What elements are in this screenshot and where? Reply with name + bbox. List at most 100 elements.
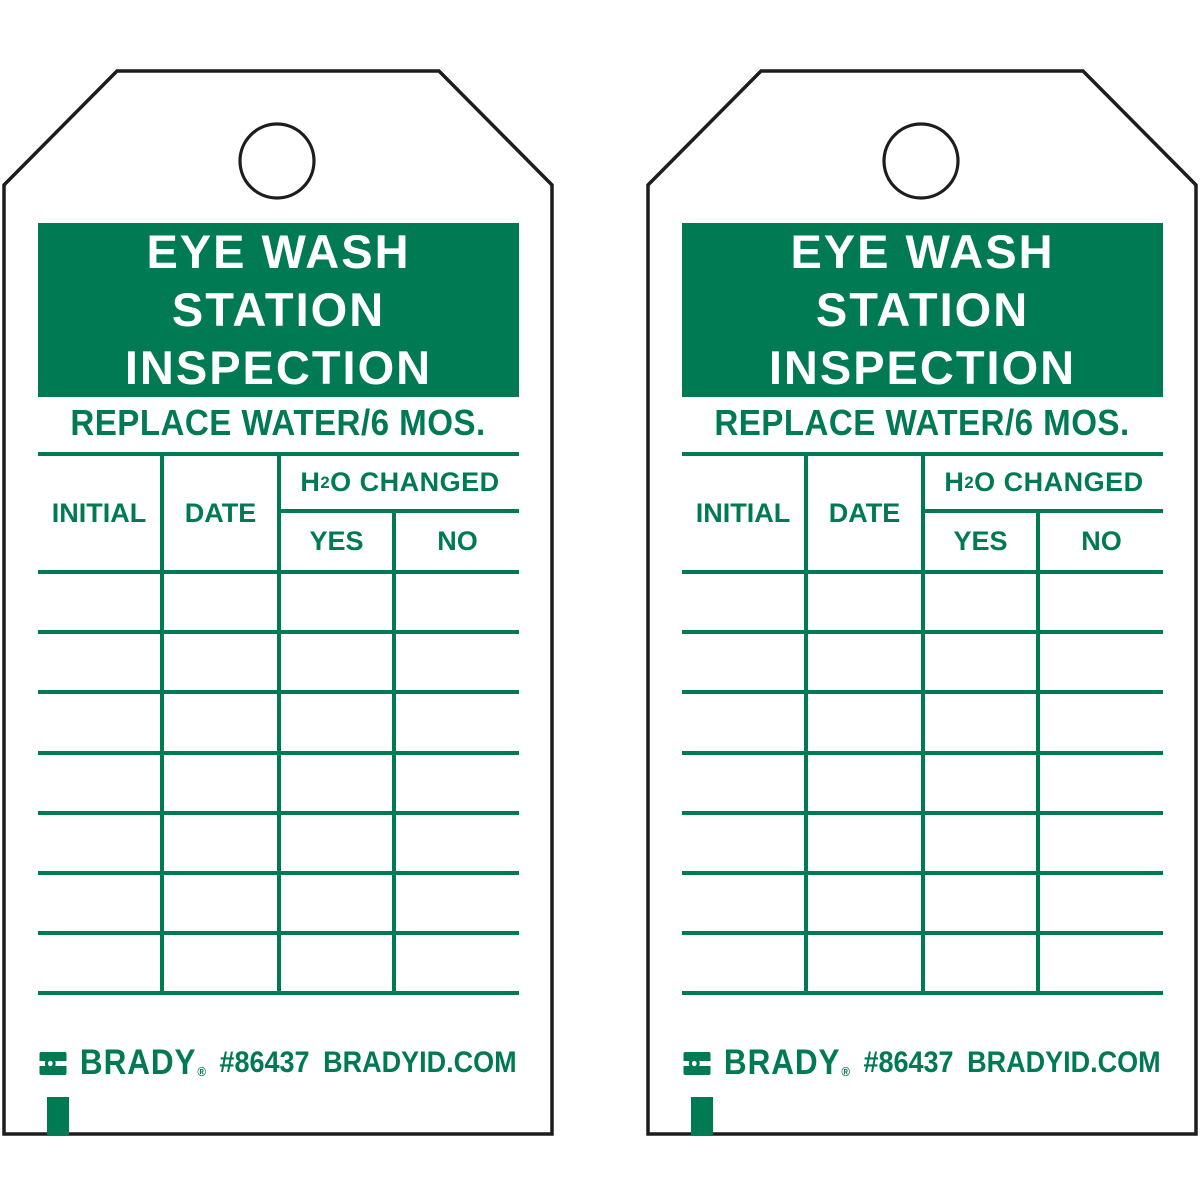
h2o-suffix: O CHANGED (974, 467, 1144, 497)
table-cell-yes (281, 694, 396, 751)
replace-water-note: REPLACE WATER/6 MOS. (714, 402, 1130, 443)
table-row (682, 935, 1163, 996)
table-row (38, 754, 519, 815)
table-cell-no (396, 574, 519, 630)
column-header-yes: YES (281, 513, 396, 570)
registered-trademark-symbol: ® (841, 1064, 850, 1079)
table-cell-initial (682, 574, 808, 631)
table-row (682, 634, 1163, 695)
part-number: #86437 (863, 1046, 954, 1079)
table-cell-date (164, 935, 281, 992)
table-row (38, 814, 519, 875)
table-cell-yes (925, 694, 1040, 751)
table-cell-date (164, 694, 281, 751)
table-cell-initial (682, 814, 808, 871)
table-row (38, 694, 519, 755)
brand-name: BRADY (79, 1043, 197, 1082)
print-registration-mark (691, 1097, 713, 1135)
table-cell-initial (38, 935, 164, 992)
title-line: EYE WASH (146, 225, 411, 278)
table-cell-initial (38, 694, 164, 751)
column-header-initial: INITIAL (682, 456, 808, 570)
table-row (682, 874, 1163, 936)
table-cell-date (808, 814, 925, 871)
table-cell-date (164, 874, 281, 932)
table-body (38, 574, 519, 996)
table-row (682, 694, 1163, 755)
brand-wordmark: BRADY ® (79, 1043, 206, 1082)
print-registration-mark (47, 1097, 69, 1135)
registered-trademark-symbol: ® (197, 1064, 206, 1079)
inspection-tag-right: EYE WASH STATION INSPECTION REPLACE WATE… (646, 69, 1198, 1136)
tag-title: EYE WASH STATION INSPECTION (38, 223, 519, 397)
h2o-subscript: 2 (964, 472, 975, 492)
table-cell-yes (281, 634, 396, 691)
table-cell-date (164, 574, 281, 631)
table-cell-yes (281, 754, 396, 811)
h2o-h: H (300, 467, 321, 497)
website: BRADYID.COM (323, 1046, 517, 1079)
title-line: EYE WASH (790, 225, 1055, 278)
table-cell-no (396, 875, 519, 931)
h2o-h: H (944, 467, 965, 497)
table-row (682, 754, 1163, 815)
yes-no-subheader: YES NO (925, 513, 1163, 570)
yes-no-subheader: YES NO (281, 513, 519, 570)
table-cell-no (396, 694, 519, 750)
table-row (682, 814, 1163, 875)
table-cell-initial (682, 935, 808, 992)
table-cell-no (1040, 755, 1163, 811)
table-cell-initial (38, 874, 164, 932)
table-cell-date (808, 634, 925, 691)
hang-hole (882, 122, 960, 200)
table-cell-no (396, 815, 519, 871)
part-number: #86437 (219, 1046, 310, 1079)
table-cell-yes (925, 754, 1040, 811)
hang-hole (238, 122, 316, 200)
table-cell-yes (281, 874, 396, 932)
table-cell-yes (925, 935, 1040, 992)
table-cell-initial (682, 874, 808, 932)
table-cell-yes (281, 574, 396, 631)
table-cell-date (164, 814, 281, 871)
column-header-date: DATE (808, 456, 925, 570)
title-line: INSPECTION (124, 341, 433, 394)
table-cell-date (164, 634, 281, 691)
table-cell-date (808, 754, 925, 811)
tag-footer: BRADY ® #86437 BRADYID.COM (674, 1041, 1171, 1085)
table-row (38, 634, 519, 695)
table-cell-no (1040, 634, 1163, 690)
table-row (682, 574, 1163, 635)
table-cell-no (396, 755, 519, 811)
title-line: STATION (171, 283, 386, 336)
column-header-date: DATE (164, 456, 281, 570)
table-cell-no (1040, 574, 1163, 630)
table-cell-no (396, 634, 519, 690)
brady-logo-icon (683, 1051, 711, 1075)
tag-title: EYE WASH STATION INSPECTION (682, 223, 1163, 397)
column-header-initial: INITIAL (38, 456, 164, 570)
table-cell-yes (281, 935, 396, 992)
table-cell-no (1040, 875, 1163, 931)
table-cell-date (808, 935, 925, 992)
table-cell-initial (38, 634, 164, 691)
table-cell-date (808, 694, 925, 751)
h2o-subscript: 2 (320, 472, 331, 492)
brand-name: BRADY (723, 1043, 841, 1082)
table-row (38, 874, 519, 936)
title-line: INSPECTION (768, 341, 1077, 394)
brady-logo-icon (39, 1051, 67, 1075)
table-cell-yes (281, 814, 396, 871)
table-cell-date (164, 754, 281, 811)
replace-water-note: REPLACE WATER/6 MOS. (70, 402, 486, 443)
table-cell-no (1040, 694, 1163, 750)
table-cell-no (396, 935, 519, 991)
column-header-no: NO (1081, 526, 1122, 556)
